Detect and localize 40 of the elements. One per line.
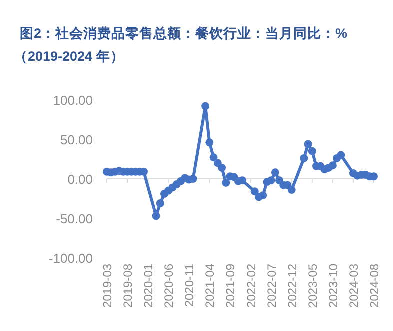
x-tick-label: 2020-11 [182, 264, 197, 308]
x-tick-label: 2020-01 [142, 264, 156, 308]
y-tick-label: -100.00 [48, 251, 93, 266]
point [152, 212, 160, 220]
point [250, 188, 259, 196]
chart-title: 图2：社会消费品零售总额：餐饮行业：当月同比：% [20, 25, 348, 41]
point [288, 186, 296, 194]
point [206, 138, 214, 147]
point [337, 151, 346, 160]
point [238, 176, 247, 185]
x-tick-label: 2023-10 [326, 264, 340, 308]
point [328, 162, 337, 170]
x-tick-label: 2019-03 [100, 264, 114, 308]
point [308, 147, 316, 156]
point [259, 192, 268, 200]
x-tick-label: 2022-12 [285, 264, 300, 308]
y-tick-label: 50.00 [60, 132, 93, 148]
point [222, 178, 230, 187]
x-tick-label: 2022-02 [244, 264, 258, 308]
point [210, 154, 218, 162]
x-tick-label: 2022-07 [264, 264, 279, 308]
y-tick-label: 0.00 [68, 172, 93, 187]
y-tick-label: 100.00 [53, 93, 93, 108]
point [300, 154, 308, 162]
chart-subtitle: （2019-2024 年） [14, 49, 124, 64]
x-tick-label: 2020-06 [162, 264, 176, 308]
x-tick-label: 2021-09 [224, 264, 238, 308]
point [218, 164, 226, 172]
point [276, 176, 284, 185]
x-tick-label: 2024-03 [346, 264, 361, 308]
point [267, 176, 276, 185]
x-tick-label: 2021-04 [203, 264, 218, 308]
point [202, 102, 210, 110]
x-tick-label: 2024-08 [368, 264, 382, 308]
point [304, 140, 312, 148]
point [271, 168, 280, 177]
point [156, 199, 164, 208]
y-tick-label: -50.00 [56, 212, 93, 226]
x-tick-label: 2023-05 [306, 264, 320, 308]
x-tick-label: 2019-08 [121, 264, 136, 308]
